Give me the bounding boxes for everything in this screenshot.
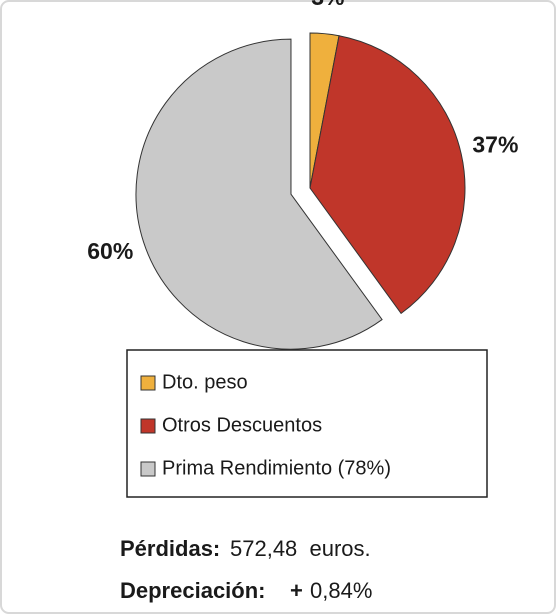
legend-box bbox=[126, 349, 488, 498]
data-label: 3% bbox=[311, 0, 344, 10]
depreciation-sign: + bbox=[290, 578, 303, 603]
legend-swatch bbox=[140, 375, 156, 391]
depreciation-value: 0,84% bbox=[310, 578, 372, 603]
loss-value: 572,48 euros. bbox=[230, 536, 371, 561]
data-label: 37% bbox=[472, 132, 518, 158]
legend-label: Otros Descuentos bbox=[162, 414, 322, 436]
legend-swatch bbox=[140, 418, 156, 434]
legend-label: Prima Rendimiento (78%) bbox=[162, 457, 391, 479]
legend-label: Dto. peso bbox=[162, 371, 248, 393]
pie-slice bbox=[309, 35, 466, 315]
data-label: 60% bbox=[87, 238, 133, 264]
depreciation-label: Depreciación: bbox=[120, 578, 266, 603]
legend-swatch bbox=[140, 461, 156, 477]
pie-slice bbox=[135, 38, 383, 350]
loss-label: Pérdidas: bbox=[120, 536, 220, 561]
